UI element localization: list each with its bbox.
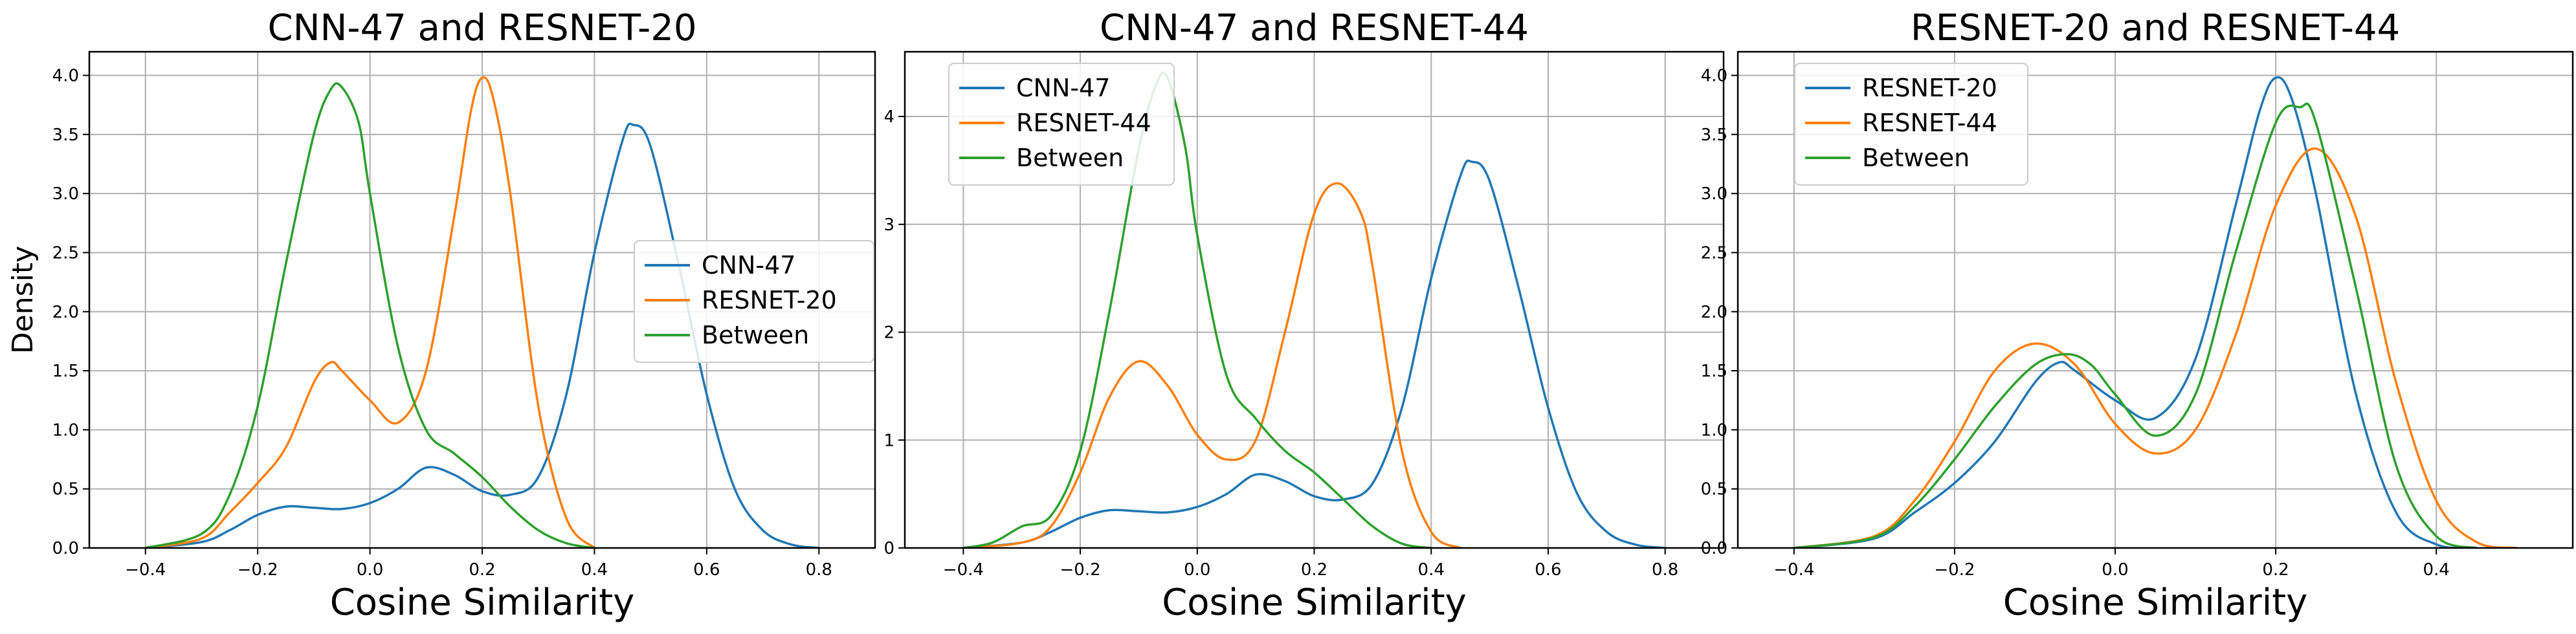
series-line-cnn-47 [144, 122, 821, 548]
chart-title: RESNET-20 and RESNET-44 [1911, 7, 2400, 49]
y-tick-label: 0 [883, 539, 894, 558]
legend-box [634, 240, 874, 363]
x-tick-label: −0.4 [125, 560, 166, 580]
series-line-resnet-20 [1793, 76, 2478, 548]
y-tick-label: 0.0 [1701, 539, 1727, 558]
y-tick-label: 3.5 [52, 126, 79, 145]
chart-panel-1: −0.4 −0.2 0.0 0.2 0.4 0.6 0.8 0.0 0.5 1.0 1.5 2.0 2.… [6, 7, 876, 624]
series-lines [962, 71, 1667, 548]
x-tick-label: −0.2 [238, 560, 278, 580]
x-axis-label: Cosine Similarity [330, 582, 635, 624]
x-axis-label: Cosine Similarity [1162, 582, 1467, 624]
series-line-between [962, 71, 1432, 548]
x-axis-label: Cosine Similarity [2003, 582, 2308, 624]
x-tick-label: 0.0 [1184, 560, 1210, 580]
chart-panel-2: −0.4 −0.2 0.0 0.2 0.4 0.6 0.8 0 1 2 3 4 CNN-47 and R… [883, 7, 1725, 624]
x-tick-label: 0.6 [1535, 560, 1561, 580]
y-tick-label: 3.0 [52, 184, 79, 204]
y-tick-label: 0.5 [52, 480, 79, 499]
legend-label: CNN-47 [1016, 74, 1110, 102]
legend-label: Between [1016, 144, 1124, 172]
legend-label: RESNET-44 [1016, 109, 1151, 137]
x-tick-label: 0.2 [2262, 560, 2289, 580]
y-tick-label: 1.5 [52, 362, 79, 381]
legend-label: RESNET-44 [1862, 109, 1997, 137]
y-tick-label: 4 [883, 107, 894, 127]
y-tick-label: 2.5 [52, 243, 79, 263]
x-tick-label: 0.0 [357, 560, 383, 580]
x-tick-label: −0.4 [943, 560, 984, 580]
legend: CNN-47 RESNET-20 Between [634, 240, 874, 363]
y-tick-label: 1 [883, 431, 894, 450]
series-line-between [144, 82, 596, 548]
x-tick-label: −0.4 [1773, 560, 1814, 580]
series-line-cnn-47 [962, 159, 1667, 548]
series-lines [1793, 76, 2518, 548]
y-tick-label: 0.0 [52, 539, 79, 558]
series-line-resnet-20 [144, 76, 596, 548]
x-tick-label: 0.2 [469, 560, 495, 580]
y-tick-label: 0.5 [1701, 480, 1727, 499]
x-tick-label: 0.4 [1418, 560, 1445, 580]
y-tick-label: 4.0 [1701, 67, 1727, 86]
y-tick-label: 3.5 [1701, 126, 1727, 145]
plot-frame [1737, 50, 2574, 549]
x-tick-label: −0.2 [1934, 560, 1975, 580]
x-tick-label: 0.2 [1301, 560, 1327, 580]
y-tick-label: 2 [883, 323, 894, 343]
x-tick-label: 0.0 [2102, 560, 2128, 580]
series-line-resnet-44 [962, 182, 1462, 548]
y-tick-label: 1.0 [52, 421, 79, 440]
y-tick-label: 2.5 [1701, 243, 1727, 263]
legend-label: CNN-47 [702, 251, 795, 279]
legend-box [1794, 63, 2028, 186]
legend-label: RESNET-20 [1862, 74, 1997, 102]
y-axis-label: Density [6, 246, 39, 354]
y-tick-label: 2.0 [1701, 303, 1727, 322]
y-tick-label: 3 [883, 215, 894, 235]
series-line-resnet-44 [1793, 147, 2518, 548]
series-lines [144, 76, 821, 548]
y-tick-label: 2.0 [52, 303, 79, 322]
x-tick-label: 0.8 [1652, 560, 1678, 580]
x-tick-label: 0.6 [693, 560, 720, 580]
legend: CNN-47 RESNET-44 Between [948, 63, 1175, 186]
y-tick-label: 1.5 [1701, 362, 1727, 381]
legend-label: Between [702, 321, 809, 349]
series-line-between [1793, 102, 2478, 548]
legend-label: RESNET-20 [702, 286, 837, 314]
chart-panel-3: −0.4 −0.2 0.0 0.2 0.4 0.0 0.5 1.0 1.5 2.0 2.5 3.0 3.… [1701, 7, 2574, 624]
y-tick-label: 4.0 [52, 67, 79, 86]
y-tick-label: 1.0 [1701, 421, 1727, 440]
x-tick-label: −0.2 [1060, 560, 1101, 580]
legend: RESNET-20 RESNET-44 Between [1794, 63, 2028, 186]
legend-label: Between [1862, 144, 1970, 172]
chart-title: CNN-47 and RESNET-20 [268, 7, 697, 49]
x-tick-label: 0.4 [581, 560, 608, 580]
x-tick-label: 0.4 [2423, 560, 2449, 580]
chart-title: CNN-47 and RESNET-44 [1100, 7, 1529, 49]
y-tick-label: 3.0 [1701, 184, 1727, 204]
legend-box [948, 63, 1175, 186]
x-tick-label: 0.8 [806, 560, 832, 580]
